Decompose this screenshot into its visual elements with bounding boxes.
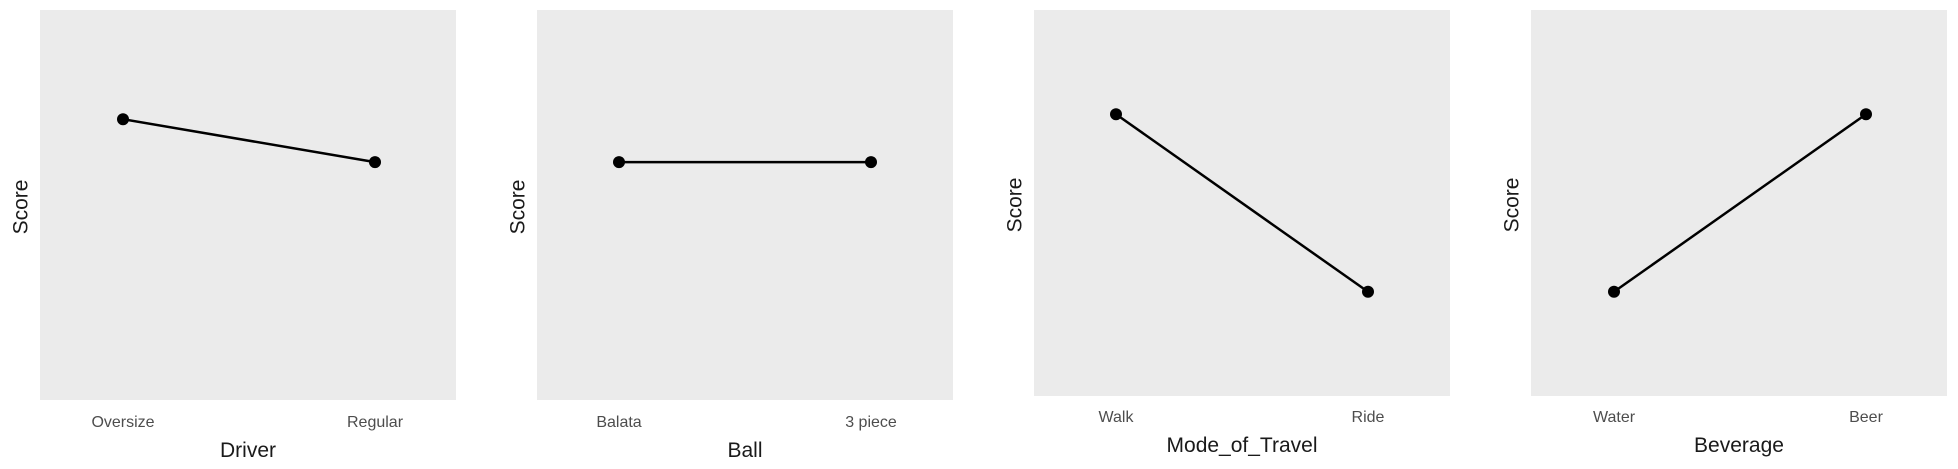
x-tick-label: Beer [1849,409,1883,426]
series-line [1115,113,1369,293]
data-point [1608,285,1620,298]
data-point [1860,108,1872,121]
x-tick-label: Walk [1098,409,1134,426]
x-tick-label: Ride [1351,409,1385,426]
plot-marks [1110,108,1374,298]
x-tick-label: Oversize [91,414,155,431]
plot-marks [613,156,877,169]
data-point [117,113,129,126]
data-point [1110,108,1122,121]
x-axis-label: Ball [727,439,763,462]
x-axis-label: Beverage [1694,434,1784,457]
data-point [865,156,877,169]
x-tick-label: 3 piece [845,414,897,431]
chart-panel-beverage: Score Water Beer Beverage [1491,0,1958,469]
y-axis-label: Score [1003,177,1027,233]
x-tick-label: Water [1592,409,1636,426]
x-axis-label: Mode_of_Travel [1166,434,1318,457]
y-axis-label: Score [9,179,33,235]
chart-panel-ball: Score Balata 3 piece Ball [497,0,987,469]
series-line [1613,113,1867,293]
series-line [122,117,376,164]
y-axis-label: Score [1500,177,1524,233]
data-point [1362,285,1374,298]
plot-marks [1608,108,1872,298]
x-axis-label: Driver [220,439,276,462]
x-tick-label: Regular [346,414,404,431]
plot-area [40,10,456,400]
plot-marks [117,113,381,169]
data-point [613,156,625,169]
plot-area [537,10,953,400]
y-axis-label: Score [506,179,530,235]
chart-panel-driver: Score Oversize Regular Driver [0,0,490,469]
x-tick-label: Balata [596,414,642,431]
data-point [369,156,381,169]
chart-panel-mode-of-travel: Score Walk Ride Mode_of_Travel [994,0,1484,469]
